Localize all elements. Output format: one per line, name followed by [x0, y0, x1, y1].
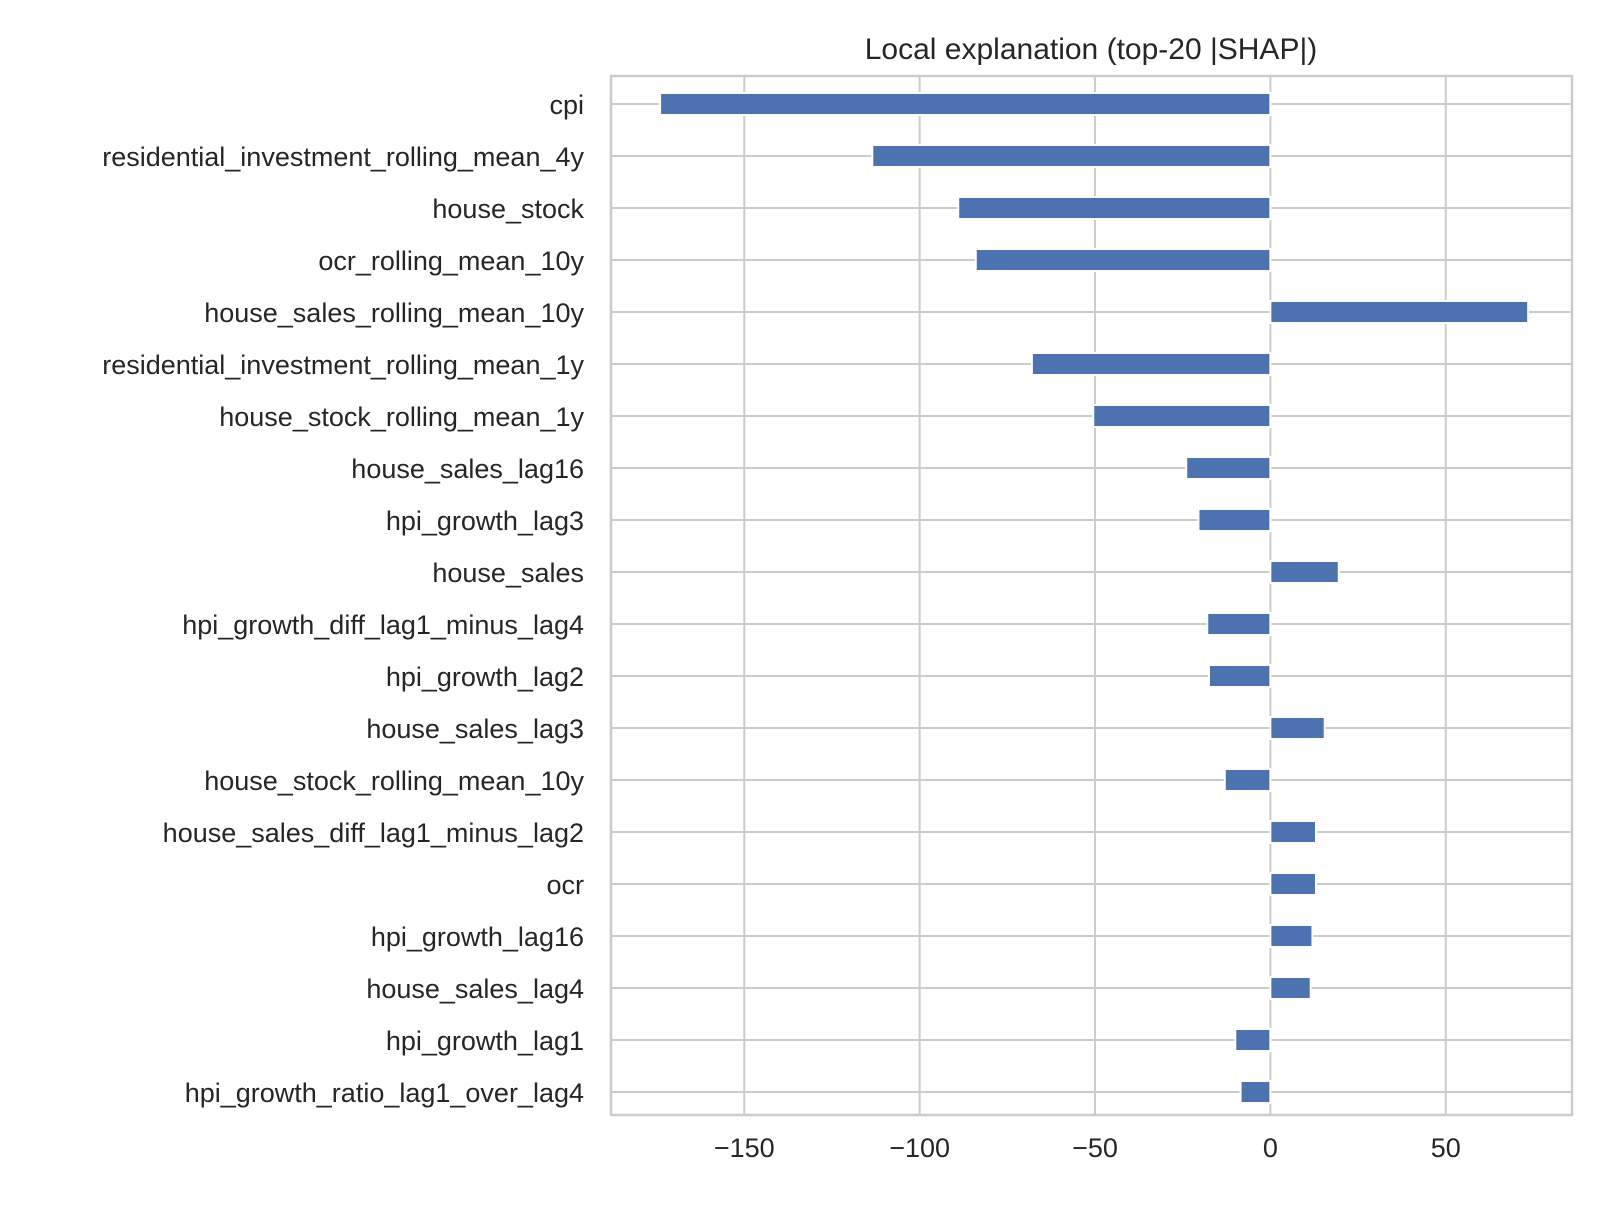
- bar-house-sales-lag16: [1185, 456, 1272, 480]
- category-label: cpi: [549, 90, 584, 120]
- category-labels: cpi residential_investment_rolling_mean_4…: [102, 90, 584, 1108]
- x-tick-label: 0: [1263, 1133, 1278, 1163]
- bar-hpi-growth-diff-lag1-minus-lag4: [1206, 612, 1272, 636]
- bar-residential-investment-rolling-mean-4y: [871, 144, 1272, 168]
- bar-house-sales: [1269, 560, 1340, 584]
- bar-hpi-growth-lag16: [1269, 924, 1314, 948]
- x-tick-labels: −150 −100 −50 0 50: [714, 1133, 1461, 1163]
- category-label: hpi_growth_ratio_lag1_over_lag4: [185, 1078, 584, 1108]
- bar-ocr-rolling-mean-10y: [974, 248, 1272, 272]
- category-label: residential_investment_rolling_mean_1y: [102, 350, 584, 380]
- bar-house-stock: [957, 196, 1272, 220]
- bar-hpi-growth-lag3: [1197, 508, 1272, 532]
- bars: [659, 92, 1530, 1104]
- category-label: ocr_rolling_mean_10y: [318, 246, 584, 276]
- category-label: hpi_growth_lag1: [386, 1026, 584, 1056]
- category-label: house_sales_rolling_mean_10y: [204, 298, 584, 328]
- plot-frame: [609, 74, 1574, 1117]
- category-label: house_stock_rolling_mean_1y: [219, 402, 584, 432]
- category-label: house_stock_rolling_mean_10y: [204, 766, 584, 796]
- category-label: hpi_growth_lag16: [371, 922, 584, 952]
- chart-title: Local explanation (top-20 |SHAP|): [865, 33, 1318, 66]
- bar-house-sales-rolling-mean-10y: [1269, 300, 1530, 324]
- category-label: hpi_growth_lag2: [386, 662, 584, 692]
- bar-hpi-growth-lag2: [1207, 664, 1272, 688]
- bar-hpi-growth-lag1: [1234, 1028, 1272, 1052]
- category-label: hpi_growth_lag3: [386, 506, 584, 536]
- grid-lines: [611, 76, 1572, 1115]
- category-label: house_sales_lag4: [366, 974, 584, 1004]
- x-tick-label: 50: [1431, 1133, 1461, 1163]
- bar-house-stock-rolling-mean-1y: [1092, 404, 1272, 428]
- bar-house-sales-lag3: [1269, 716, 1326, 740]
- bar-cpi: [659, 92, 1272, 116]
- category-label: house_sales_diff_lag1_minus_lag2: [163, 818, 584, 848]
- bar-residential-investment-rolling-mean-1y: [1030, 352, 1272, 376]
- category-label: house_sales: [432, 558, 584, 588]
- category-label: hpi_growth_diff_lag1_minus_lag4: [182, 610, 584, 640]
- category-label: house_sales_lag3: [366, 714, 584, 744]
- bar-ocr: [1269, 872, 1317, 896]
- bar-house-stock-rolling-mean-10y: [1223, 768, 1272, 792]
- category-label: house_sales_lag16: [351, 454, 584, 484]
- category-label: residential_investment_rolling_mean_4y: [102, 142, 584, 172]
- category-label: ocr: [546, 870, 584, 900]
- bar-house-sales-lag4: [1269, 976, 1312, 1000]
- x-tick-label: −100: [889, 1133, 950, 1163]
- category-label: house_stock: [432, 194, 584, 224]
- x-tick-label: −50: [1072, 1133, 1118, 1163]
- bar-hpi-growth-ratio-lag1-over-lag4: [1239, 1080, 1272, 1104]
- bar-house-sales-diff-lag1-minus-lag2: [1269, 820, 1317, 844]
- x-tick-label: −150: [714, 1133, 775, 1163]
